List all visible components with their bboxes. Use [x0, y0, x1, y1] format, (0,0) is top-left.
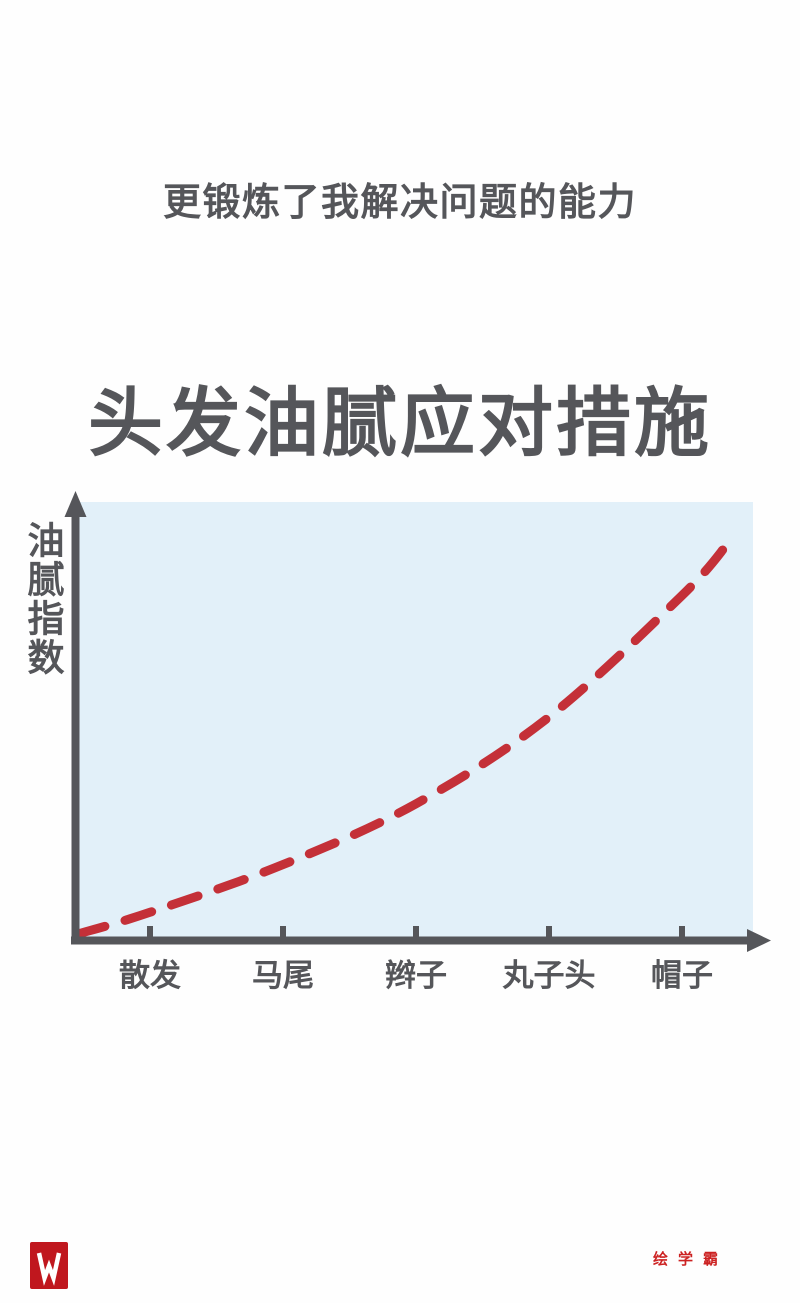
axes — [64, 491, 771, 952]
x-axis-label: 辫子 — [385, 958, 447, 993]
y-axis-arrow — [64, 491, 87, 517]
y-axis-label: 油腻指数 — [22, 521, 63, 677]
x-axis-label: 丸子头 — [502, 958, 596, 993]
chart-title: 头发油腻应对措施 — [87, 381, 712, 465]
x-axis-label: 马尾 — [252, 958, 314, 993]
trend-curve — [73, 538, 733, 939]
brand-name: 绘学霸 — [653, 1251, 729, 1268]
x-axis-arrow — [747, 929, 771, 952]
logo-w-icon — [36, 1252, 62, 1286]
brand-logo — [30, 1242, 68, 1289]
subtitle-text: 更锻炼了我解决问题的能力 — [162, 182, 637, 224]
x-axis-label: 帽子 — [651, 958, 713, 993]
plot-area — [79, 502, 753, 937]
x-axis-label: 散发 — [119, 958, 181, 993]
